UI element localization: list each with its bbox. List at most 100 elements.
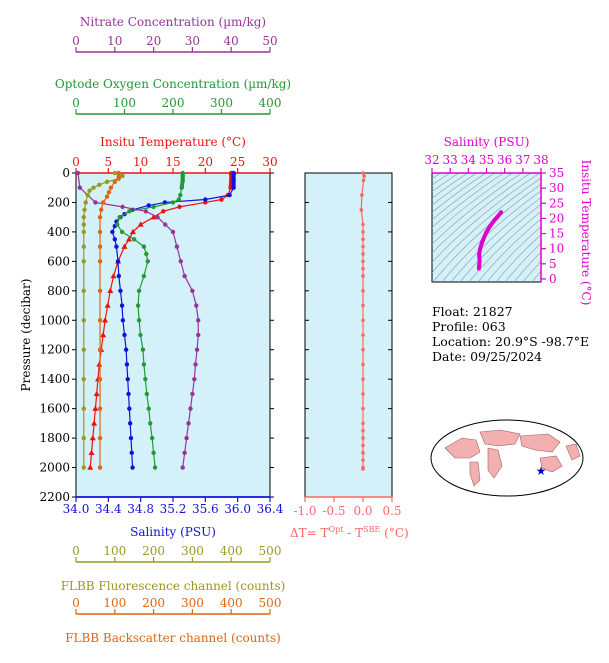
nitrate-point-3 xyxy=(120,204,125,210)
temperature-tick-label-20: 20 xyxy=(198,155,213,169)
nitrate-point-2 xyxy=(93,200,98,205)
backscatter-point-6 xyxy=(100,200,106,205)
oxygen-point-4 xyxy=(178,192,183,198)
temperature-point-15 xyxy=(110,272,117,279)
ts-point-4 xyxy=(477,251,482,256)
backscatter-point-4 xyxy=(106,189,112,195)
temperature-tick-label-30: 30 xyxy=(262,155,277,169)
salinity-point-16 xyxy=(115,259,121,264)
fluorescence-point-9 xyxy=(83,200,88,205)
pressure-tick-label-600: 600 xyxy=(47,254,70,268)
pressure-tick-label-800: 800 xyxy=(47,284,70,298)
nitrate-point-1 xyxy=(77,185,83,190)
ts-point-1 xyxy=(477,263,482,268)
salinity-tick-label-35.2: 35.2 xyxy=(160,502,187,516)
fluorescence-point-7 xyxy=(87,188,92,193)
salinity-point-2 xyxy=(231,178,236,183)
oxygen-point-2 xyxy=(180,178,185,183)
map-land-1 xyxy=(479,429,521,447)
salinity-point-7 xyxy=(146,203,151,208)
dt-point-16 xyxy=(361,333,365,337)
oxygen-point-3 xyxy=(179,185,184,190)
backscatter-point-13 xyxy=(97,318,103,323)
oxygen-axis-title: Optode Oxygen Concentration (µm/kg) xyxy=(55,77,291,91)
temperature-axis-title: Insitu Temperature (°C) xyxy=(100,135,246,149)
dt-point-2 xyxy=(361,178,366,183)
ts-xtick-label-34: 34 xyxy=(461,153,477,167)
ts-contour-19 xyxy=(486,226,541,282)
map-land-6 xyxy=(565,443,581,461)
nitrate-point-17 xyxy=(192,376,197,382)
salinity-point-14 xyxy=(112,237,118,242)
oxygen-point-23 xyxy=(143,376,148,382)
backscatter-point-18 xyxy=(97,465,103,470)
nitrate-point-22 xyxy=(182,450,187,456)
dt-point-20 xyxy=(361,392,365,396)
nitrate-point-10 xyxy=(182,273,187,279)
dt-point-5 xyxy=(361,222,365,227)
fluorescence-point-13 xyxy=(81,229,86,235)
temperature-tick-label-5: 5 xyxy=(105,155,113,169)
temperature-point-25 xyxy=(91,420,98,426)
ts-contour-23 xyxy=(522,260,541,282)
dt-point-17 xyxy=(361,347,365,352)
pressure-tick-label-1800: 1800 xyxy=(39,431,70,445)
salinity-axis-title: Salinity (PSU) xyxy=(130,525,216,539)
ts-ytick-label-35: 35 xyxy=(549,166,564,180)
salinity-point-4 xyxy=(227,192,232,198)
backscatter-point-2 xyxy=(112,179,118,185)
float-location: Location: 20.9°S -98.7°E xyxy=(432,334,590,349)
temperature-tick-label-25: 25 xyxy=(230,155,245,169)
ts-contour-18 xyxy=(477,218,541,282)
ts-contour-15 xyxy=(450,197,541,282)
temperature-point-11 xyxy=(129,228,136,235)
ts-contour-22 xyxy=(513,251,541,282)
salinity-point-19 xyxy=(119,303,125,308)
salinity-point-1 xyxy=(231,172,236,177)
temperature-point-16 xyxy=(107,287,114,294)
dt-tick-label-0.5: 0.5 xyxy=(382,504,401,518)
ts-point-11 xyxy=(495,214,500,219)
pressure-tick-label-1400: 1400 xyxy=(39,372,70,386)
oxygen-point-22 xyxy=(141,362,147,367)
temperature-point-5 xyxy=(219,197,224,202)
nitrate-point-14 xyxy=(196,332,201,338)
fluorescence-axis-title: FLBB Fluorescence channel (counts) xyxy=(61,579,286,593)
ts-point-3 xyxy=(477,254,482,259)
temperature-tick-label-15: 15 xyxy=(165,155,180,169)
dt-point-19 xyxy=(361,377,365,381)
ts-ytick-label-25: 25 xyxy=(549,196,564,210)
fluorescence-tick-label-400: 400 xyxy=(220,544,243,558)
dt-tick-label-0.0: 0.0 xyxy=(353,504,372,518)
ts-point-10 xyxy=(492,217,497,222)
float-location-icon: ★ xyxy=(536,464,547,478)
nitrate-point-18 xyxy=(190,391,195,397)
backscatter-point-16 xyxy=(97,406,103,411)
world-map: ★ xyxy=(430,419,584,497)
salinity-tick-label-36.4: 36.4 xyxy=(257,502,284,516)
salinity-tick-label-34.8: 34.8 xyxy=(127,502,154,516)
temperature-tick-label-10: 10 xyxy=(133,155,148,169)
dt-tick-label--1.0: -1.0 xyxy=(293,504,316,518)
salinity-point-18 xyxy=(118,288,123,294)
map-land-0 xyxy=(444,437,481,459)
ts-contour-11 xyxy=(432,173,541,263)
ts-xtick-label-36: 36 xyxy=(497,153,512,167)
nitrate-point-11 xyxy=(190,288,195,294)
fluorescence-point-6 xyxy=(91,185,96,190)
dt-title-part3: (°C) xyxy=(380,526,408,540)
backscatter-point-3 xyxy=(108,185,114,190)
fluorescence-point-18 xyxy=(81,347,86,352)
map-land-4 xyxy=(539,455,563,473)
pressure-tick-label-200: 200 xyxy=(47,195,70,209)
dt-point-3 xyxy=(360,193,364,197)
fluorescence-point-17 xyxy=(81,318,86,323)
dt-title-part1: ΔT= T xyxy=(290,526,329,540)
fluorescence-point-22 xyxy=(81,465,86,470)
salinity-tick-label-36.0: 36.0 xyxy=(224,502,251,516)
ts-density-contours xyxy=(432,173,541,282)
ts-xtick-label-32: 32 xyxy=(424,153,439,167)
ts-point-0 xyxy=(476,266,481,271)
salinity-point-13 xyxy=(110,229,115,235)
